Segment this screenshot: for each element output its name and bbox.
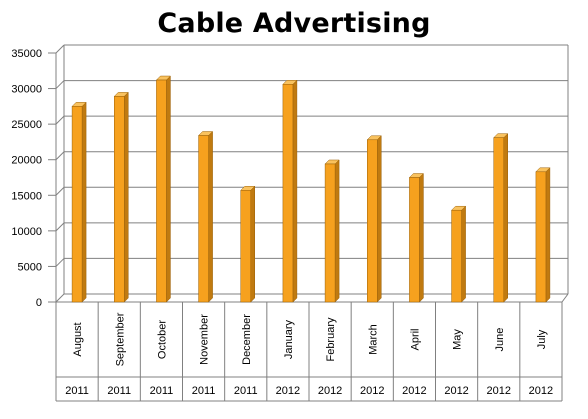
x-tick-label-year: 2011: [65, 385, 89, 397]
x-tick-label-year: 2012: [487, 385, 511, 397]
bar: [451, 209, 462, 303]
bar: [71, 106, 83, 303]
x-tick-label-year: 2011: [150, 385, 174, 397]
bar-side: [419, 172, 424, 303]
x-tick-label-month: March: [367, 324, 379, 355]
bar-side: [292, 79, 298, 303]
bar: [409, 177, 420, 303]
gridline-depth: [55, 258, 65, 267]
bar-side: [208, 130, 213, 303]
x-tick-label-month: November: [199, 314, 211, 365]
bar: [493, 137, 504, 303]
y-tick-label: 0: [36, 297, 42, 309]
bar-side: [250, 185, 255, 303]
bar-side: [503, 133, 508, 303]
y-tick-label: 15000: [11, 190, 42, 202]
x-tick-label-month: August: [72, 322, 84, 356]
x-tick-label-month: June: [494, 328, 506, 352]
x-tick-label-month: December: [241, 314, 253, 365]
x-tick-label-month: July: [536, 329, 548, 349]
y-tick-label: 30000: [11, 84, 42, 96]
gridline-depth: [55, 44, 65, 54]
y-tick-label: 10000: [11, 226, 42, 238]
bar-side: [81, 101, 87, 303]
floor-edge: [561, 293, 569, 303]
gridline-depth: [55, 293, 65, 303]
bar-side: [377, 135, 382, 303]
bar-side: [124, 91, 129, 303]
x-tick-label-year: 2012: [529, 385, 553, 397]
x-tick-label-year: 2011: [192, 385, 216, 397]
x-tick-label-year: 2011: [107, 385, 131, 397]
bar: [367, 139, 378, 303]
x-tick-label-year: 2012: [360, 385, 384, 397]
bar: [198, 135, 209, 303]
x-tick-label-month: October: [156, 320, 168, 359]
bar: [282, 84, 294, 303]
bar: [535, 171, 547, 303]
x-tick-label-year: 2012: [444, 385, 468, 397]
gridline-depth: [55, 151, 65, 161]
x-tick-label-month: January: [283, 319, 295, 359]
y-tick-label: 35000: [11, 48, 42, 60]
y-tick-label: 20000: [11, 155, 42, 167]
x-tick-label-year: 2012: [402, 385, 426, 397]
gridline-depth: [55, 115, 65, 125]
gridline-depth: [55, 186, 65, 196]
bar-side: [545, 167, 551, 303]
x-tick-label-month: April: [409, 328, 421, 350]
bar: [114, 96, 125, 303]
x-tick-label-month: May: [452, 329, 464, 350]
x-tick-label-month: September: [114, 312, 126, 366]
bar-side: [334, 159, 340, 303]
x-tick-label-month: February: [325, 317, 337, 362]
bar: [240, 190, 251, 303]
bar: [156, 79, 167, 303]
y-tick-label: 25000: [11, 119, 42, 131]
y-tick-label: 5000: [18, 261, 42, 273]
x-tick-label-year: 2012: [276, 385, 300, 397]
x-tick-label-year: 2011: [234, 385, 258, 397]
gridline-depth: [55, 80, 65, 89]
bar: [324, 163, 336, 303]
gridline-depth: [55, 222, 65, 232]
x-tick-label-year: 2012: [318, 385, 342, 397]
bar-side: [461, 205, 466, 303]
chart-title: Cable Advertising: [157, 8, 431, 39]
bar-side: [166, 75, 171, 303]
